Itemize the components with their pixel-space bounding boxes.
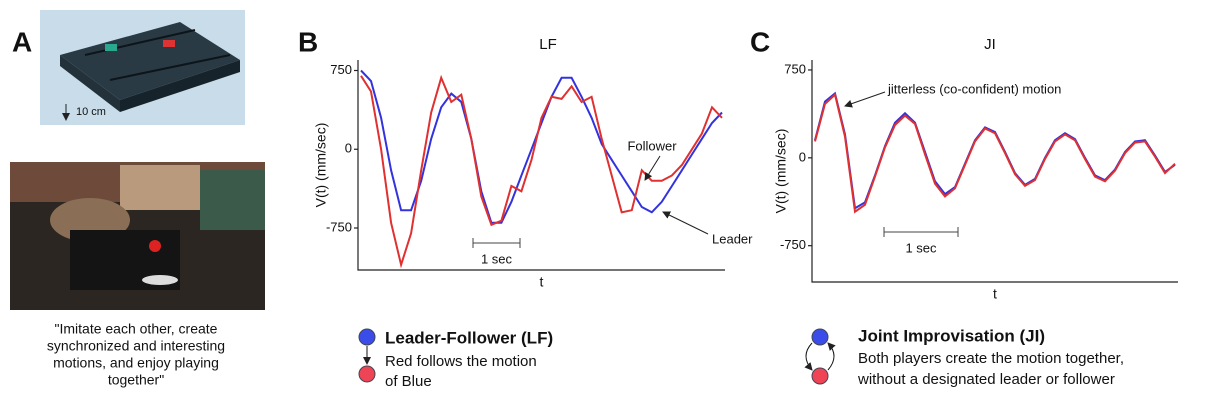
- caption-line: together": [108, 372, 164, 388]
- y-tick-label: 750: [330, 62, 352, 77]
- chart-title: JI: [984, 36, 996, 53]
- photo: [10, 162, 265, 310]
- x-axis-label: t: [540, 274, 544, 290]
- x-axis-label: t: [993, 286, 997, 302]
- data-line: [360, 74, 723, 269]
- legend-text: Both players create the motion together,: [858, 350, 1124, 367]
- annotation-arrow: [844, 91, 886, 108]
- annotation-arrow: [644, 155, 661, 181]
- y-tick-label: -750: [326, 219, 352, 234]
- panel-label: C: [750, 26, 770, 57]
- caption-line: "Imitate each other, create: [55, 321, 218, 337]
- y-axis-label: V(t) (mm/sec): [773, 129, 789, 214]
- scale-label: 10 cm: [76, 106, 106, 118]
- annotation: Follower: [627, 138, 677, 153]
- caption-line: motions, and enjoy playing: [53, 355, 219, 371]
- legend-text: Red follows the motion: [385, 353, 537, 370]
- legend-title: Joint Improvisation (JI): [858, 326, 1045, 345]
- chart-title: LF: [539, 36, 557, 53]
- caption-line: synchronized and interesting: [47, 338, 225, 354]
- y-tick-label: -750: [780, 237, 806, 252]
- device-render: [40, 10, 245, 125]
- scale-bar-label: 1 sec: [905, 240, 937, 255]
- scale-bar: [883, 227, 959, 237]
- axes: [357, 60, 725, 271]
- legend-title: Leader-Follower (LF): [385, 328, 553, 347]
- panel-label: A: [12, 26, 32, 57]
- annotation: Leader: [712, 231, 753, 246]
- data-line: [814, 92, 1176, 214]
- scale-bar-label: 1 sec: [481, 251, 513, 266]
- y-tick-label: 0: [345, 141, 352, 156]
- data-line: [360, 69, 723, 224]
- y-axis-label: V(t) (mm/sec): [313, 123, 329, 208]
- annotation-arrow: [662, 211, 709, 235]
- panel-label: B: [298, 26, 318, 57]
- legend-text: without a designated leader or follower: [857, 371, 1115, 388]
- y-tick-label: 750: [784, 61, 806, 76]
- y-tick-label: 0: [799, 149, 806, 164]
- scale-bar: [472, 238, 521, 248]
- legend-icon: [358, 328, 836, 385]
- axes: [811, 60, 1178, 283]
- legend-text: of Blue: [385, 373, 432, 390]
- annotation: jitterless (co-confident) motion: [887, 81, 1061, 96]
